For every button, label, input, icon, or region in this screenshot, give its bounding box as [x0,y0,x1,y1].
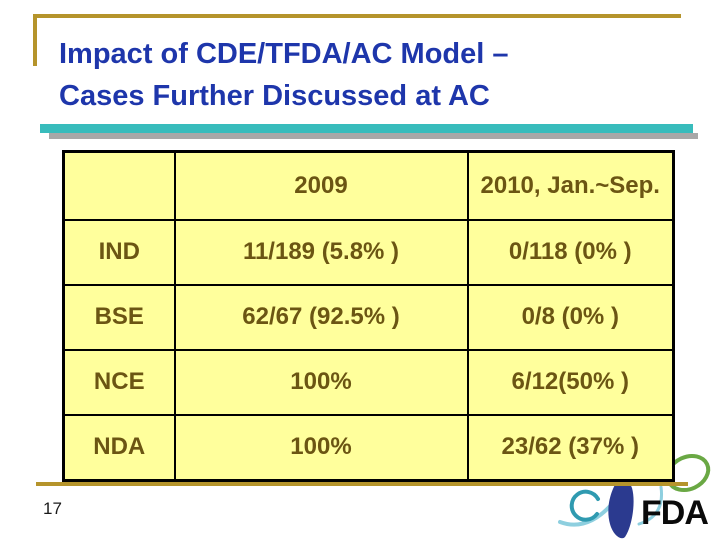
logo-swoosh2-icon [637,485,664,526]
cell-2009: 11/189 (5.8% ) [173,218,469,286]
fda-logo-text: FDA [641,494,709,532]
cell-2009: 100% [173,413,469,482]
table-header-row: 2009 2010, Jan.~Sep. [62,150,675,221]
cell-2009: 100% [173,348,469,416]
top-accent-line [33,14,681,18]
header-cell-2010: 2010, Jan.~Sep. [466,150,675,221]
left-accent-line [33,14,37,66]
cell-2009: 62/67 (92.5% ) [173,283,469,351]
row-label: BSE [62,283,176,351]
logo-teal-ring-icon [569,489,600,522]
title-underline-shadow [49,133,698,139]
row-label: NDA [62,413,176,482]
tfda-logo-icon [558,453,711,539]
row-label: NCE [62,348,176,416]
table-row-ind: IND 11/189 (5.8% ) 0/118 (0% ) [62,218,675,286]
slide-title-line2: Cases Further Discussed at AC [59,80,490,112]
page-number: 17 [43,499,62,518]
cell-2010: 0/8 (0% ) [466,283,675,351]
table-row-bse: BSE 62/67 (92.5% ) 0/8 (0% ) [62,283,675,351]
table-row-nce: NCE 100% 6/12(50% ) [62,348,675,416]
row-label: IND [62,218,176,286]
bottom-accent-line [36,482,688,486]
slide-title-line1: Impact of CDE/TFDA/AC Model – [59,38,509,70]
table-row-nda: NDA 100% 23/62 (37% ) [62,413,675,482]
logo-leaf-icon [608,475,634,539]
title-underline-bar [40,124,693,133]
cell-2010: 0/118 (0% ) [466,218,675,286]
cell-2010: 6/12(50% ) [466,348,675,416]
header-cell-empty [62,150,176,221]
slide-title: Impact of CDE/TFDA/AC Model – Cases Furt… [59,33,704,117]
logo-swoosh-icon [558,502,614,527]
header-cell-2009: 2009 [173,150,469,221]
results-table: 2009 2010, Jan.~Sep. IND 11/189 (5.8% ) … [62,150,675,482]
cell-2010: 23/62 (37% ) [466,413,675,482]
